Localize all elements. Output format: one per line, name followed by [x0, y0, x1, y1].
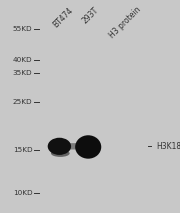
- Ellipse shape: [56, 143, 92, 150]
- Text: 40KD: 40KD: [13, 57, 32, 63]
- Text: 35KD: 35KD: [13, 71, 32, 76]
- Text: 55KD: 55KD: [13, 26, 32, 32]
- Text: H3 protein: H3 protein: [108, 5, 143, 40]
- Ellipse shape: [75, 135, 101, 159]
- Text: 293T: 293T: [80, 5, 100, 25]
- Text: BT474: BT474: [51, 5, 75, 29]
- Text: 15KD: 15KD: [13, 147, 32, 153]
- Ellipse shape: [48, 138, 71, 155]
- Text: 10KD: 10KD: [13, 190, 32, 196]
- Ellipse shape: [51, 150, 70, 157]
- Text: H3K18ac: H3K18ac: [157, 142, 180, 151]
- Text: 25KD: 25KD: [13, 99, 32, 105]
